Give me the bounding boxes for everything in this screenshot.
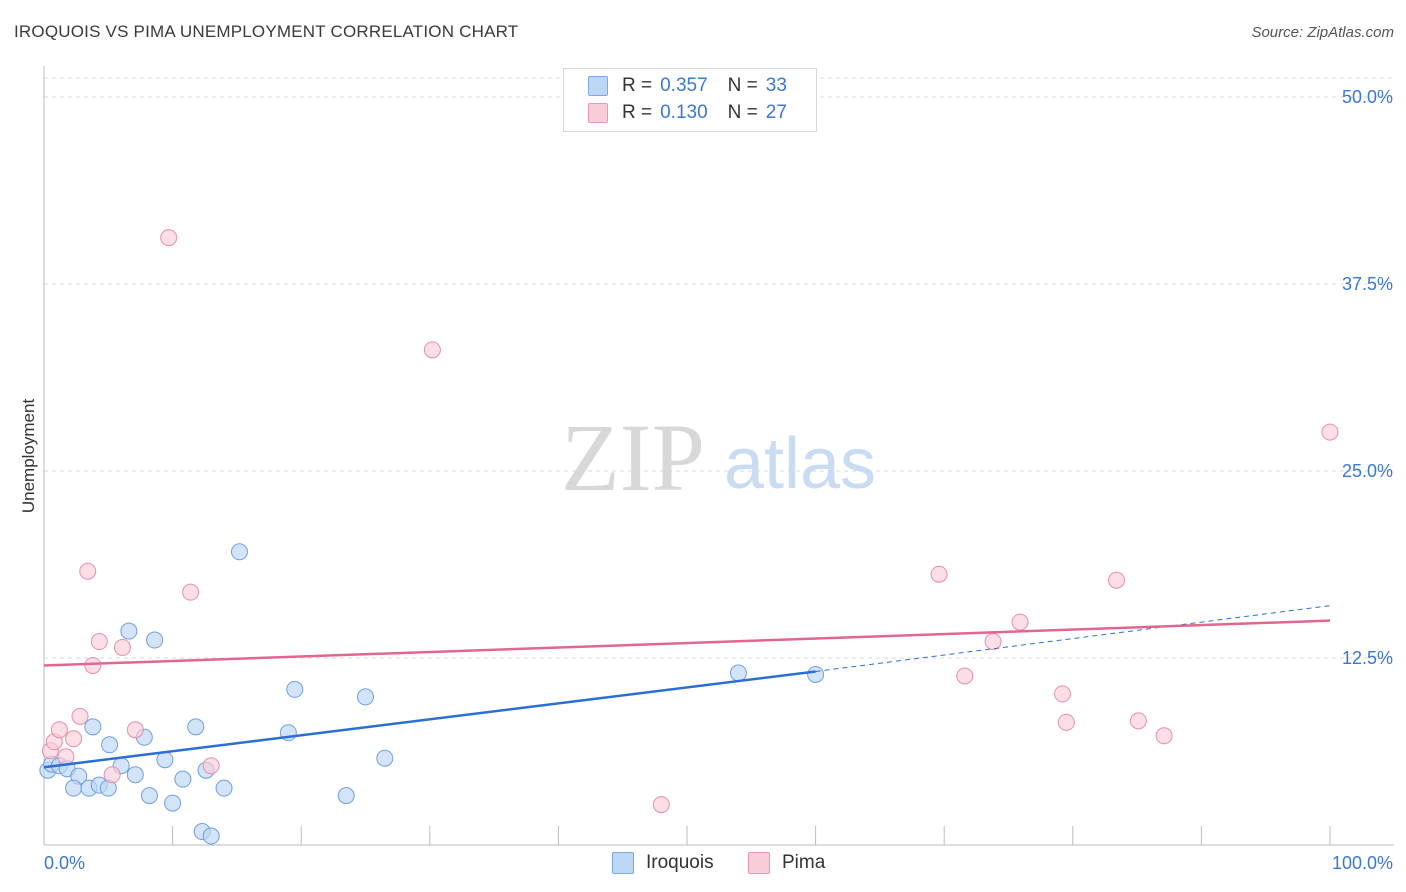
chart-title: IROQUOIS VS PIMA UNEMPLOYMENT CORRELATIO… [14,22,519,41]
pima-point [1108,571,1126,589]
series-legend: Iroquois Pima [0,852,1406,878]
watermark: ZIP atlas [561,404,876,511]
labels-layer: Unemployment 12.5% 25.0% 37.5% 50.0% 0.0% 100… [19,87,1393,873]
pima-point [113,639,131,657]
iroquois-legend-swatch [612,852,634,874]
iroquois-point [187,718,205,736]
y-tick-label: 25.0% [1342,461,1393,481]
pima-point [182,583,200,601]
legend-item-iroquois[interactable]: Iroquois [612,852,714,874]
grid-layer [44,77,1394,659]
pima-point [1321,423,1339,441]
iroquois-point [140,787,158,805]
pima-point [1054,685,1072,703]
pima-point [423,341,441,359]
n-label: N = [727,102,758,123]
pima-point [50,721,68,739]
pima-point [90,633,108,651]
source-label: Source: ZipAtlas.com [1251,24,1394,41]
iroquois-trendline-extension [815,605,1331,672]
iroquois-point [120,622,138,640]
iroquois-point [65,779,83,797]
iroquois-swatch [588,76,608,96]
pima-point [71,707,89,725]
y-tick-label: 12.5% [1342,648,1393,668]
x-tick-label: 0.0% [44,853,85,873]
pima-point [1057,713,1075,731]
iroquois-trendline [43,670,816,769]
n-value: 27 [765,102,787,123]
iroquois-point [807,665,825,683]
stats-row-pima: R = 0.130 N = 27 [588,101,787,125]
pima-point [79,562,97,580]
y-tick-label: 37.5% [1342,274,1393,294]
n-value: 33 [765,75,787,96]
pima-legend-swatch [748,852,770,874]
iroquois-point [376,749,394,767]
pima-point [202,757,220,775]
r-value: 0.130 [660,102,708,123]
pima-point [160,229,178,247]
r-value: 0.357 [660,75,708,96]
iroquois-point [84,718,102,736]
iroquois-point [215,779,233,797]
iroquois-point [146,631,164,649]
watermark-atlas: atlas [724,424,876,504]
axes-layer [43,66,1394,846]
pima-point [1155,727,1173,745]
iroquois-point [202,827,220,845]
watermark-zip: ZIP [561,404,705,511]
pima-point [65,730,83,748]
pima-point [1011,613,1029,631]
iroquois-point [174,770,192,788]
y-axis-label: Unemployment [19,399,38,514]
points-layer [39,229,1339,845]
r-label: R = [622,102,653,123]
x-tick-label: 100.0% [1332,853,1393,873]
r-label: R = [622,75,653,96]
y-tick-label: 50.0% [1342,87,1393,107]
pima-point [103,766,121,784]
pima-point [930,565,948,583]
iroquois-point [126,766,144,784]
pima-point [956,667,974,685]
n-label: N = [727,75,758,96]
legend-label: Pima [782,852,826,873]
iroquois-point [357,688,374,706]
iroquois-point [729,664,747,682]
pima-point [652,796,670,814]
iroquois-point [286,680,304,698]
pima-point [57,748,75,766]
pima-point [1129,712,1147,730]
stats-row-iroquois: R = 0.357 N = 33 [588,74,787,98]
pima-point [984,633,1002,651]
trend-layer [43,605,1331,769]
iroquois-point [230,543,248,561]
legend-item-pima[interactable]: Pima [748,852,825,874]
pima-trendline [43,619,1331,667]
iroquois-point [164,794,182,812]
stats-legend: R = 0.357 N = 33 R = 0.130 N = 27 [563,68,817,132]
iroquois-point [101,736,119,754]
pima-point [84,656,102,674]
pima-swatch [588,103,608,123]
iroquois-point [337,787,355,805]
pima-point [126,721,144,739]
legend-label: Iroquois [646,852,714,873]
